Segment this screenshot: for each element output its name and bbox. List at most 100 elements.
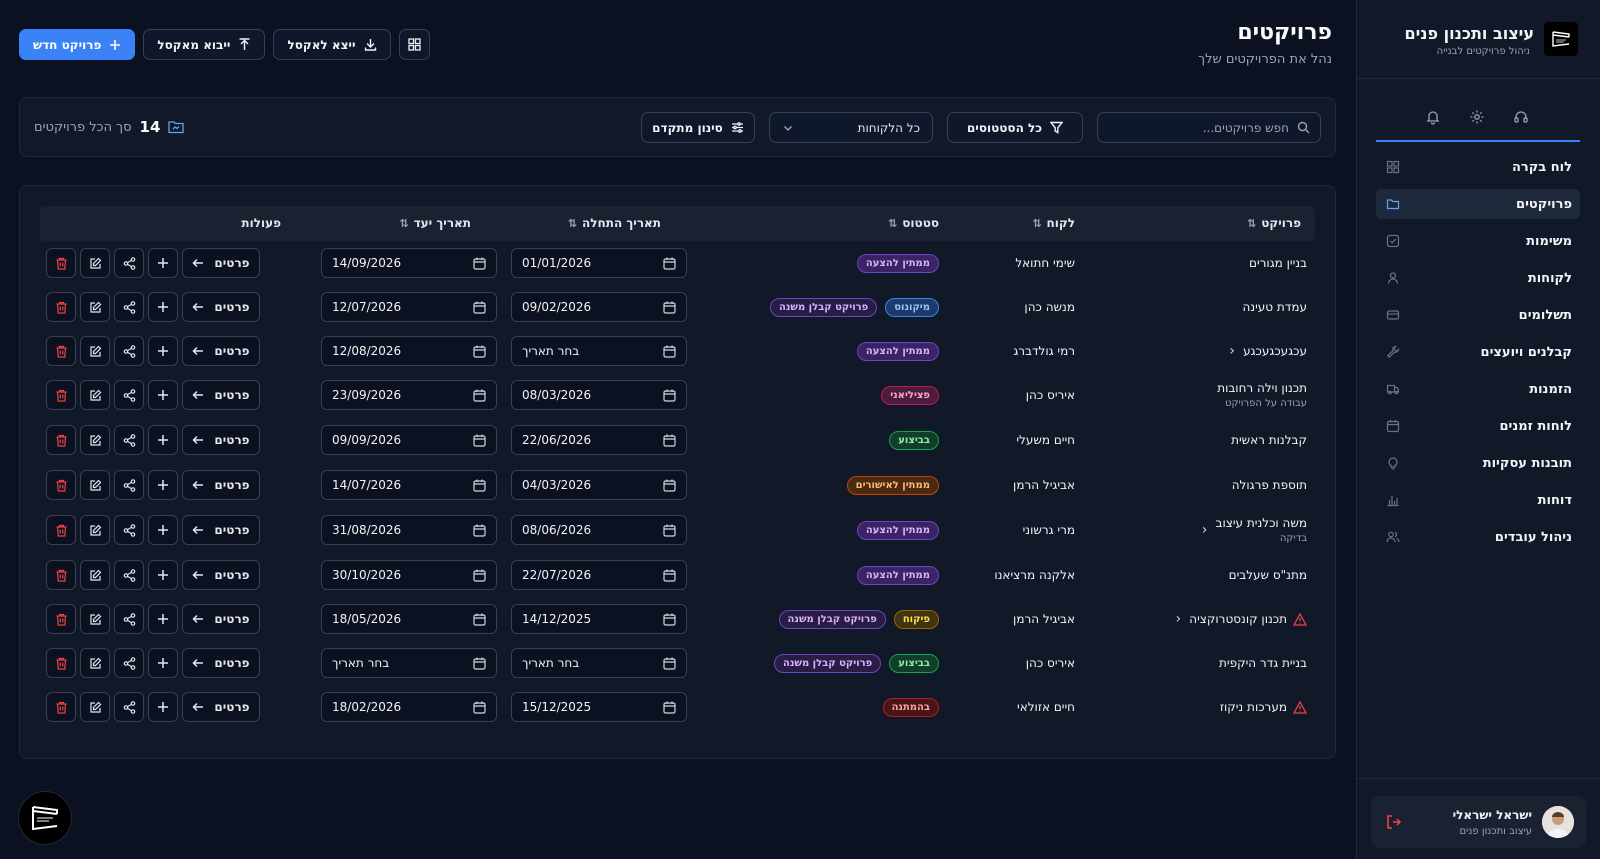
start-date-picker[interactable]: 01/01/2026 — [511, 248, 687, 278]
delete-button[interactable] — [46, 470, 76, 500]
delete-button[interactable] — [46, 425, 76, 455]
start-date-picker[interactable]: 14/12/2025 — [511, 604, 687, 634]
status-badge[interactable]: ממתין לאישורים — [846, 475, 939, 495]
edit-button[interactable] — [80, 470, 110, 500]
project-name[interactable]: משה וכלנית עיצוב — [1215, 516, 1307, 530]
sidebar-item-projects[interactable]: פרויקטים — [1376, 189, 1580, 219]
due-date-picker[interactable]: 14/07/2026 — [321, 470, 497, 500]
share-button[interactable] — [114, 692, 144, 722]
app-logo-button[interactable] — [18, 791, 72, 845]
start-date-picker[interactable]: 08/06/2026 — [511, 515, 687, 545]
status-badge[interactable]: בהמתנה — [882, 697, 939, 717]
edit-button[interactable] — [80, 248, 110, 278]
details-button[interactable]: פרטים — [182, 560, 260, 590]
status-badge[interactable]: ממתין להצעה — [856, 520, 939, 540]
start-date-picker[interactable]: 09/02/2026 — [511, 292, 687, 322]
project-name[interactable]: עמדת טעינה — [1242, 300, 1307, 314]
add-button[interactable] — [148, 470, 178, 500]
header-start-date[interactable]: תאריך התחלה ⇅ — [568, 216, 661, 230]
add-button[interactable] — [148, 292, 178, 322]
bell-icon[interactable] — [1422, 106, 1444, 128]
logout-icon[interactable] — [1385, 813, 1403, 831]
delete-button[interactable] — [46, 560, 76, 590]
edit-button[interactable] — [80, 292, 110, 322]
delete-button[interactable] — [46, 515, 76, 545]
user-card[interactable]: ישראל ישראלי עיצוב ותכנון פנים — [1371, 796, 1586, 848]
start-date-picker[interactable]: בחר תאריך — [511, 648, 687, 678]
add-button[interactable] — [148, 248, 178, 278]
share-button[interactable] — [114, 336, 144, 366]
share-button[interactable] — [114, 470, 144, 500]
project-name[interactable]: קבלנות ראשית — [1231, 433, 1307, 447]
search-box[interactable] — [1097, 112, 1321, 143]
edit-button[interactable] — [80, 560, 110, 590]
delete-button[interactable] — [46, 292, 76, 322]
edit-button[interactable] — [80, 692, 110, 722]
due-date-picker[interactable]: 12/07/2026 — [321, 292, 497, 322]
share-button[interactable] — [114, 515, 144, 545]
due-date-picker[interactable]: 23/09/2026 — [321, 380, 497, 410]
details-button[interactable]: פרטים — [182, 425, 260, 455]
details-button[interactable]: פרטים — [182, 648, 260, 678]
add-button[interactable] — [148, 648, 178, 678]
details-button[interactable]: פרטים — [182, 292, 260, 322]
start-date-picker[interactable]: 04/03/2026 — [511, 470, 687, 500]
sidebar-item-clients[interactable]: לקוחות — [1376, 263, 1580, 293]
details-button[interactable]: פרטים — [182, 604, 260, 634]
status-badge[interactable]: ממתין להצעה — [856, 253, 939, 273]
export-excel-button[interactable]: ייצא לאקסל — [273, 29, 391, 60]
sidebar-item-reports[interactable]: דוחות — [1376, 485, 1580, 515]
headset-icon[interactable] — [1510, 106, 1532, 128]
start-date-picker[interactable]: 08/03/2026 — [511, 380, 687, 410]
add-button[interactable] — [148, 692, 178, 722]
due-date-picker[interactable]: 18/02/2026 — [321, 692, 497, 722]
status-badge[interactable]: ממתין להצעה — [856, 341, 939, 361]
status-filter-button[interactable]: כל הסטטוסים — [947, 112, 1083, 143]
delete-button[interactable] — [46, 648, 76, 678]
share-button[interactable] — [114, 292, 144, 322]
sidebar-item-schedules[interactable]: לוחות זמנים — [1376, 411, 1580, 441]
edit-button[interactable] — [80, 648, 110, 678]
delete-button[interactable] — [46, 604, 76, 634]
chevron-left-icon[interactable]: ‹ — [1175, 611, 1182, 627]
import-excel-button[interactable]: ייבוא מאקסל — [143, 29, 266, 60]
details-button[interactable]: פרטים — [182, 336, 260, 366]
due-date-picker[interactable]: 14/09/2026 — [321, 248, 497, 278]
project-name[interactable]: מערכות ניקוז — [1219, 700, 1287, 714]
due-date-picker[interactable]: 18/05/2026 — [321, 604, 497, 634]
add-button[interactable] — [148, 560, 178, 590]
share-button[interactable] — [114, 560, 144, 590]
project-name[interactable]: תכנון וילה רחובות — [1217, 381, 1307, 395]
project-name[interactable]: עכגעכגעכגע — [1243, 344, 1307, 358]
share-button[interactable] — [114, 248, 144, 278]
edit-button[interactable] — [80, 604, 110, 634]
avatar[interactable] — [1542, 806, 1574, 838]
share-button[interactable] — [114, 425, 144, 455]
advanced-filter-button[interactable]: סינון מתקדם — [641, 112, 755, 143]
add-button[interactable] — [148, 604, 178, 634]
new-project-button[interactable]: פרויקט חדש — [19, 29, 136, 60]
header-project[interactable]: פרויקט ⇅ — [1247, 216, 1301, 230]
header-status[interactable]: סטטוס ⇅ — [888, 216, 939, 230]
edit-button[interactable] — [80, 425, 110, 455]
status-badge[interactable]: פציליאני — [881, 385, 939, 405]
edit-button[interactable] — [80, 515, 110, 545]
brand-logo[interactable] — [1544, 22, 1578, 56]
gear-icon[interactable] — [1466, 106, 1488, 128]
search-input[interactable] — [1108, 120, 1289, 135]
due-date-picker[interactable]: 12/08/2026 — [321, 336, 497, 366]
details-button[interactable]: פרטים — [182, 380, 260, 410]
status-badge[interactable]: ממתין להצעה — [856, 565, 939, 585]
edit-button[interactable] — [80, 336, 110, 366]
details-button[interactable]: פרטים — [182, 692, 260, 722]
add-button[interactable] — [148, 425, 178, 455]
details-button[interactable]: פרטים — [182, 470, 260, 500]
start-date-picker[interactable]: 22/06/2026 — [511, 425, 687, 455]
add-button[interactable] — [148, 380, 178, 410]
delete-button[interactable] — [46, 336, 76, 366]
share-button[interactable] — [114, 648, 144, 678]
sidebar-item-payments[interactable]: תשלומים — [1376, 300, 1580, 330]
sidebar-item-dashboard[interactable]: לוח בקרה — [1376, 152, 1580, 182]
sidebar-item-employees[interactable]: ניהול עובדים — [1376, 522, 1580, 552]
chevron-left-icon[interactable]: ‹ — [1201, 522, 1208, 538]
